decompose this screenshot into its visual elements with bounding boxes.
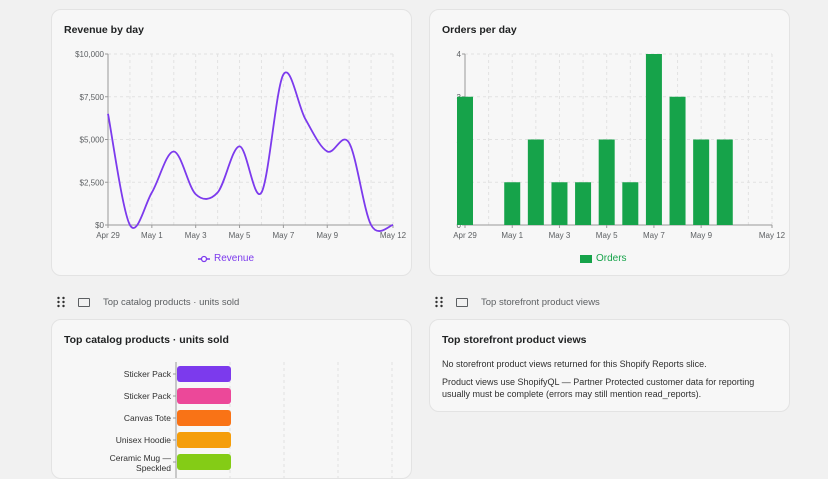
- y-tick-label: $2,500: [80, 178, 105, 187]
- x-tick-label: May 5: [596, 231, 618, 240]
- y-tick-label: $10,000: [75, 50, 104, 59]
- storefront-widget-label: Top storefront product views: [481, 296, 600, 308]
- y-tick-label: $7,500: [80, 93, 105, 102]
- x-tick-label: May 7: [643, 231, 665, 240]
- orders-legend[interactable]: Orders: [580, 253, 627, 264]
- x-tick-label: May 12: [380, 231, 407, 240]
- catalog-widget-label: Top catalog products · units sold: [103, 296, 240, 308]
- product-label: Sticker Pack: [124, 391, 172, 401]
- product-bar: [177, 388, 231, 404]
- orders-bar: [504, 182, 521, 225]
- x-tick-label: May 12: [759, 231, 786, 240]
- storefront-card-title: Top storefront product views: [442, 334, 587, 346]
- x-tick-label: May 1: [501, 231, 523, 240]
- widget-frame-icon: [456, 297, 468, 307]
- x-tick-label: May 9: [690, 231, 712, 240]
- y-tick-label: 0: [457, 221, 462, 230]
- storefront-views-card: Top storefront product views No storefro…: [429, 319, 790, 412]
- storefront-widget-header: Top storefront product views: [434, 296, 600, 308]
- orders-bar: [693, 139, 710, 225]
- x-tick-label: Apr 29: [96, 231, 120, 240]
- orders-bar: [457, 96, 473, 225]
- orders-bar: [716, 139, 733, 225]
- y-tick-label: $0: [95, 221, 104, 230]
- x-tick-label: May 5: [229, 231, 251, 240]
- orders-legend-label: Orders: [596, 253, 627, 264]
- orders-bar: [669, 96, 686, 225]
- product-label: Speckled: [136, 463, 171, 473]
- catalog-widget-header: Top catalog products · units sold: [56, 296, 239, 308]
- help-message: Product views use ShopifyQL — Partner Pr…: [442, 377, 755, 399]
- x-tick-label: May 7: [272, 231, 294, 240]
- revenue-line-chart: $0 $2,500 $5,000 $7,500 $10,000 Apr 29 May 1 Ma…: [75, 50, 407, 240]
- product-label: Unisex Hoodie: [116, 435, 172, 445]
- product-bar: [177, 432, 231, 448]
- x-tick-label: Apr 29: [453, 231, 477, 240]
- y-tick-label: $5,000: [80, 136, 105, 145]
- x-tick-label: May 1: [141, 231, 163, 240]
- catalog-hbar-chart: Sticker Pack Sticker Pack Canvas Tote Unise…: [110, 362, 393, 478]
- revenue-card: Revenue by day $0 $2,500 $5,000 $7,500 $10,0…: [51, 9, 412, 276]
- product-bar: [177, 410, 231, 426]
- x-tick-label: May 3: [549, 231, 571, 240]
- line-legend-icon: [198, 255, 210, 262]
- orders-bar: [645, 54, 662, 225]
- orders-bar: [598, 139, 615, 225]
- drag-handle-icon[interactable]: [434, 296, 444, 308]
- orders-bar: [527, 139, 544, 225]
- product-label: Ceramic Mug —: [110, 453, 172, 463]
- product-label: Canvas Tote: [124, 413, 171, 423]
- revenue-legend-label: Revenue: [214, 253, 255, 264]
- orders-bar: [551, 182, 568, 225]
- x-tick-label: May 9: [316, 231, 338, 240]
- bar-legend-swatch: [580, 254, 592, 263]
- revenue-legend[interactable]: Revenue: [198, 253, 254, 264]
- product-bar: [177, 366, 231, 382]
- revenue-series-line: [107, 71, 394, 232]
- revenue-chart-title: Revenue by day: [64, 24, 144, 36]
- widget-frame-icon: [78, 297, 90, 307]
- drag-handle-icon[interactable]: [56, 296, 66, 308]
- catalog-chart-title: Top catalog products · units sold: [64, 334, 229, 346]
- orders-bar: [622, 182, 639, 225]
- product-label: Sticker Pack: [124, 369, 172, 379]
- orders-chart-title: Orders per day: [442, 24, 517, 36]
- product-bar: [177, 454, 231, 470]
- y-tick-label: 4: [457, 50, 462, 59]
- x-tick-label: May 3: [185, 231, 207, 240]
- catalog-products-card: Top catalog products · units sold Sticke…: [51, 319, 412, 479]
- empty-state-message: No storefront product views returned for…: [442, 359, 707, 369]
- orders-bar: [575, 182, 592, 225]
